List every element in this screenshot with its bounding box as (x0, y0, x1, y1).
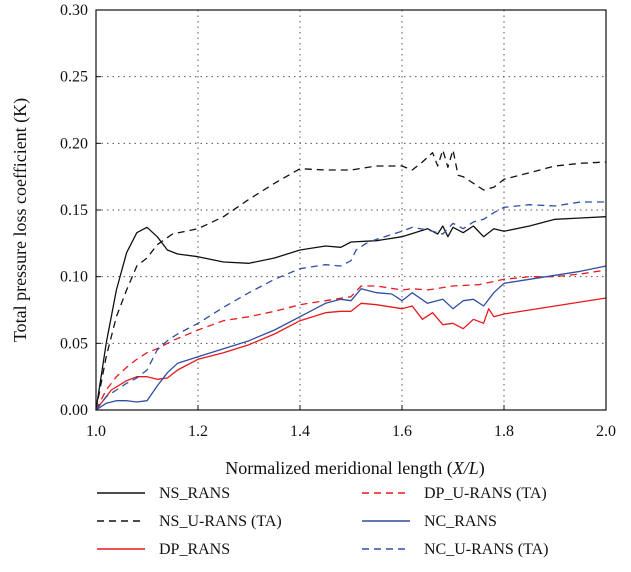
legend-label: NC_RANS (424, 513, 497, 530)
x-axis-label-text: Normalized meridional length ( (225, 458, 452, 479)
x-tick-label: 1.4 (290, 423, 310, 440)
series-line-nc-u-rans-ta (95, 201, 606, 411)
legend-label: NS_U-RANS (TA) (159, 513, 282, 530)
y-tick-label: 0.20 (60, 135, 88, 152)
x-tick-label: 1.8 (494, 423, 514, 440)
y-tick-label: 0.05 (60, 335, 88, 352)
y-tick-label: 0.00 (60, 402, 88, 419)
legend: NS_RANS NS_U-RANS (TA) DP_RANS DP_U-RANS (T… (97, 485, 549, 558)
series-line-dp-rans (95, 297, 607, 411)
plot-frame (95, 9, 607, 411)
y-axis-label: Total pressure loss coefficient (K) (10, 98, 31, 342)
series-line-ns-u-rans-ta (95, 149, 607, 411)
series-line-nc-rans (95, 265, 607, 411)
x-axis-label-variable: X/L (452, 458, 479, 478)
y-tick-label: 0.30 (60, 2, 88, 19)
y-tick-label: 0.15 (60, 202, 88, 219)
series-line-ns-rans (95, 216, 607, 411)
x-tick-label: 1.0 (86, 423, 106, 440)
y-tick-label: 0.10 (60, 269, 88, 286)
legend-label: NS_RANS (159, 485, 230, 502)
y-tick-label: 0.25 (60, 69, 88, 86)
x-axis-label: Normalized meridional length (X/L) (225, 458, 484, 479)
x-tick-label: 2.0 (596, 423, 616, 440)
x-axis-label-close: ) (479, 458, 485, 479)
x-tick-label: 1.6 (392, 423, 412, 440)
x-tick-label: 1.2 (188, 423, 208, 440)
legend-label: DP_RANS (159, 541, 230, 558)
legend-label: DP_U-RANS (TA) (424, 485, 547, 502)
legend-label: NC_U-RANS (TA) (424, 541, 549, 558)
series-line-dp-u-rans-ta (95, 269, 607, 411)
